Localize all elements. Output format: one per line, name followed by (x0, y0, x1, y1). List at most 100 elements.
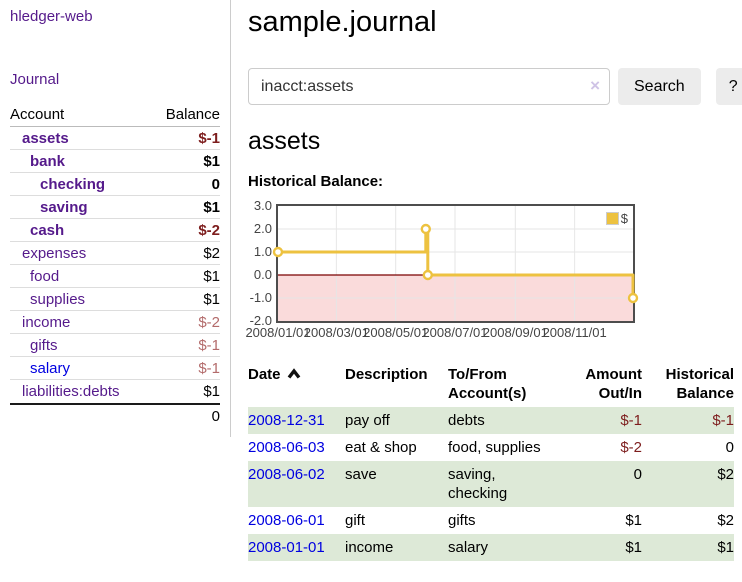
sort-ascending-icon (287, 368, 300, 379)
chart-title: Historical Balance: (248, 173, 384, 190)
transaction-amount: $1 (583, 534, 642, 561)
x-axis-tick-label: 2008/11/01 (542, 325, 607, 340)
clear-search-icon[interactable]: × (590, 76, 600, 95)
account-balance: $-1 (198, 336, 220, 354)
account-balance: 0 (211, 175, 220, 193)
register-row: 2008-06-02 save saving, checking 0 $2 (248, 461, 734, 507)
x-axis-tick-label: 2008/01/01 (245, 325, 311, 340)
register-column-header-description: Description (345, 366, 428, 383)
account-balance: $1 (203, 267, 220, 285)
transaction-accounts: debts (448, 407, 583, 434)
sidebar-account-salary[interactable]: salary (30, 359, 71, 377)
search-form: × Search ? (248, 68, 742, 105)
legend-label: $ (620, 211, 628, 226)
transaction-amount: $-2 (620, 439, 642, 456)
account-heading: assets (248, 127, 321, 155)
account-row: salary $-1 (10, 357, 220, 380)
transaction-date-link[interactable]: 2008-06-01 (248, 512, 325, 529)
transaction-description: save (345, 461, 448, 507)
transaction-date-link[interactable]: 2008-06-02 (248, 466, 325, 483)
transaction-amount: 0 (583, 461, 642, 507)
y-axis-tick-label: 3.0 (253, 198, 272, 213)
sidebar-account-checking[interactable]: checking (40, 175, 106, 193)
accounts-total-value: 0 (211, 407, 220, 425)
transaction-description: pay off (345, 407, 448, 434)
y-axis-tick-label: 1.0 (253, 244, 272, 259)
sidebar-account-supplies[interactable]: supplies (30, 290, 86, 308)
sidebar-account-gifts[interactable]: gifts (30, 336, 58, 354)
search-button[interactable]: Search (618, 68, 701, 105)
transaction-description: eat & shop (345, 439, 417, 456)
x-axis-tick-label: 2008/07/01 (422, 325, 488, 340)
sidebar-account-bank[interactable]: bank (30, 152, 66, 170)
accounts-column-header: Account (10, 106, 65, 123)
transaction-date-link[interactable]: 2008-06-03 (248, 439, 325, 456)
account-row: bank $1 (10, 150, 220, 173)
transaction-amount: $-1 (583, 407, 642, 434)
sidebar-account-assets[interactable]: assets (22, 129, 69, 147)
main-content: sample.journal × Search ? assets Histori… (245, 0, 742, 561)
transaction-accounts: salary (448, 534, 583, 561)
account-balance: $1 (203, 198, 220, 216)
account-balance: $1 (203, 383, 220, 400)
account-row: expenses $2 (10, 242, 220, 265)
sidebar-item-journal[interactable]: Journal (10, 71, 60, 88)
chart-plot-area[interactable]: $ (272, 204, 639, 323)
sidebar-account-liabilities-debts[interactable]: liabilities:debts (22, 383, 120, 400)
accounts-total-row: 0 (10, 403, 220, 427)
x-axis-tick-label: 2008/09/01 (482, 325, 548, 340)
account-row: gifts $-1 (10, 334, 220, 357)
account-row: checking 0 (10, 173, 220, 196)
y-axis-tick-label: 2.0 (253, 221, 272, 236)
register-column-header-tofrom-accounts: To/From Account(s) (448, 366, 527, 402)
transaction-accounts: saving, checking (448, 461, 583, 507)
register-column-header-amount-outin: Amount Out/In (585, 366, 642, 402)
account-balance: $1 (203, 290, 220, 308)
register-column-header-date[interactable]: Date (248, 363, 345, 407)
sidebar-account-food[interactable]: food (30, 267, 60, 285)
account-row: liabilities:debts $1 (10, 380, 220, 403)
register-row: 2008-01-01 income salary $1 $1 (248, 534, 734, 561)
sidebar-account-income[interactable]: income (22, 313, 71, 331)
register-row: 2008-06-03 eat & shop food, supplies $-2 0 (248, 434, 734, 461)
transaction-description: income (345, 534, 448, 561)
account-balance: $1 (203, 152, 220, 170)
register-row: 2008-12-31 pay off debts $-1 $-1 (248, 407, 734, 434)
sidebar: hledger-web Journal Account Balance asse… (0, 0, 231, 437)
page-title: sample.journal (248, 6, 437, 38)
transaction-balance: $2 (717, 512, 734, 529)
account-row: saving $1 (10, 196, 220, 219)
chart-legend: $ (603, 210, 630, 227)
sidebar-account-saving[interactable]: saving (40, 198, 88, 216)
help-button[interactable]: ? (715, 68, 742, 105)
transaction-amount: $1 (625, 512, 642, 529)
transaction-date-link[interactable]: 2008-12-31 (248, 412, 325, 429)
register-row: 2008-06-01 gift gifts $1 $2 (248, 507, 734, 534)
transaction-accounts: gifts (448, 512, 476, 529)
account-row: income $-2 (10, 311, 220, 334)
account-balance: $-1 (198, 359, 220, 377)
register-column-header-historical-balance: Historical Balance (665, 366, 734, 402)
register-table: Date Description To/From Account(s) Amount Ou… (248, 363, 734, 561)
search-input[interactable] (248, 68, 610, 105)
x-axis-tick-label: 2008/05/01 (363, 325, 429, 340)
historical-balance-chart: 3.0 2.0 1.0 0.0 -1.0 -2.0 $ 2008/01/01 2008/03… (245, 198, 734, 350)
account-row: supplies $1 (10, 288, 220, 311)
account-balance: $-2 (198, 221, 220, 239)
account-balance: $-1 (198, 129, 220, 147)
transaction-date-link[interactable]: 2008-01-01 (248, 539, 325, 556)
transaction-balance: $2 (642, 461, 734, 507)
legend-swatch-icon (605, 212, 619, 225)
y-axis-tick-label: -2.0 (249, 313, 272, 328)
y-axis-tick-label: 0.0 (253, 267, 272, 282)
sidebar-account-expenses[interactable]: expenses (22, 244, 87, 262)
transaction-balance: $1 (642, 534, 734, 561)
transaction-balance: 0 (725, 439, 734, 456)
account-row: assets $-1 (10, 127, 220, 150)
sidebar-account-cash[interactable]: cash (30, 221, 65, 239)
transaction-description: gift (345, 512, 366, 529)
account-balance: $-2 (198, 313, 220, 331)
app-brand-link[interactable]: hledger-web (10, 8, 93, 25)
account-balance: $2 (203, 244, 220, 262)
account-row: cash $-2 (10, 219, 220, 242)
